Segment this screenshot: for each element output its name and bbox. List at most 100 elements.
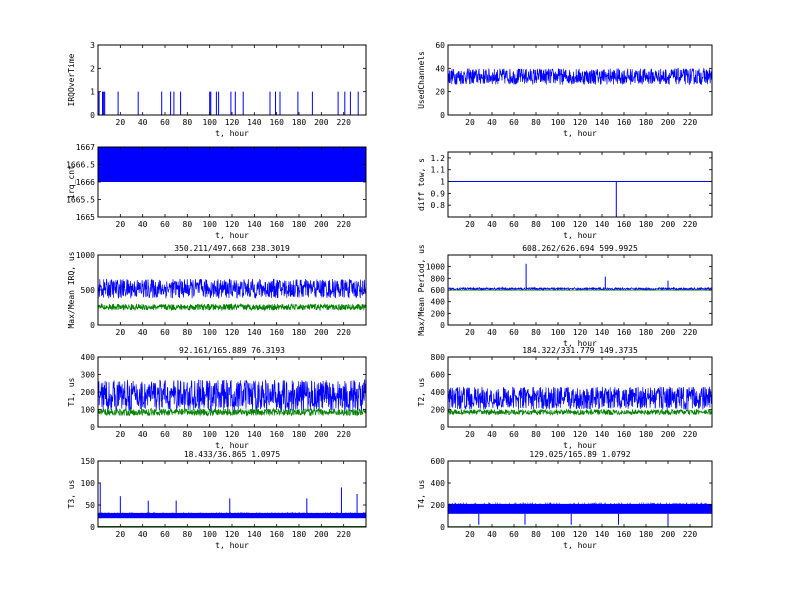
x-tick-label: 180: [292, 118, 307, 127]
y-tick-label: 800: [431, 274, 446, 283]
x-tick-label: 40: [487, 118, 497, 127]
y-axis-label: T3, us: [67, 479, 76, 508]
y-tick-label: 600: [431, 286, 446, 295]
x-tick-label: 80: [531, 220, 541, 229]
x-tick-label: 140: [595, 328, 610, 337]
x-tick-label: 80: [183, 430, 193, 439]
x-tick-label: 220: [336, 118, 351, 127]
x-tick-label: 100: [551, 118, 566, 127]
x-tick-label: 180: [639, 328, 654, 337]
y-tick-label: 50: [85, 501, 95, 510]
x-tick-label: 180: [292, 430, 307, 439]
y-axis-label: IRQOverTime: [67, 53, 76, 106]
x-tick-label: 220: [683, 530, 698, 539]
x-tick-label: 100: [551, 220, 566, 229]
x-tick-label: 180: [639, 430, 654, 439]
x-tick-label: 220: [683, 220, 698, 229]
x-tick-label: 40: [487, 530, 497, 539]
x-tick-label: 200: [661, 118, 676, 127]
x-tick-label: 60: [160, 118, 170, 127]
y-tick-label: 600: [431, 457, 446, 466]
x-tick-label: 200: [314, 328, 329, 337]
band-mark: [98, 147, 366, 182]
x-tick-label: 20: [116, 530, 126, 539]
y-tick-label: 1666: [76, 178, 95, 187]
x-tick-label: 160: [617, 530, 632, 539]
x-tick-label: 200: [661, 220, 676, 229]
band-noise: [449, 502, 707, 504]
y-tick-label: 3: [90, 41, 95, 50]
y-tick-label: 0: [440, 321, 445, 330]
x-tick-label: 100: [551, 430, 566, 439]
y-tick-label: 0: [440, 111, 445, 120]
subplot-7: 20 40 60 80 100 120 140 160 180 200 220 0 100 200 300 4…: [67, 346, 367, 450]
x-tick-label: 120: [573, 328, 588, 337]
series-2: [97, 407, 367, 417]
x-tick-label: 80: [183, 118, 193, 127]
x-tick-label: 160: [269, 328, 284, 337]
y-tick-label: 200: [431, 406, 446, 415]
series-line: [447, 67, 713, 86]
x-tick-label: 80: [531, 530, 541, 539]
x-tick-label: 80: [531, 430, 541, 439]
x-tick-label: 100: [202, 328, 217, 337]
x-tick-label: 140: [595, 530, 610, 539]
x-tick-label: 180: [292, 328, 307, 337]
x-tick-label: 60: [160, 328, 170, 337]
y-tick-label: 100: [81, 406, 96, 415]
x-tick-label: 20: [465, 430, 475, 439]
chart-title: 608.262/626.694 599.9925: [522, 244, 638, 253]
x-tick-label: 160: [269, 118, 284, 127]
x-tick-label: 160: [617, 220, 632, 229]
x-tick-label: 200: [314, 220, 329, 229]
y-axis-label: diff tow, s: [417, 158, 426, 211]
x-tick-label: 40: [138, 530, 148, 539]
x-tick-label: 100: [202, 430, 217, 439]
y-tick-label: 0: [90, 423, 95, 432]
series-1: [98, 147, 366, 182]
subplot-9: 20 40 60 80 100 120 140 160 180 200 220 0 50 100 150 t,…: [67, 450, 367, 550]
x-tick-label: 120: [225, 220, 240, 229]
x-tick-label: 120: [225, 328, 240, 337]
x-axis-label: t, hour: [563, 129, 597, 138]
y-tick-label: 0: [90, 523, 95, 532]
y-tick-label: 0: [90, 321, 95, 330]
x-tick-label: 120: [573, 430, 588, 439]
y-axis-label: Max/Mean IRQ, us: [67, 251, 76, 328]
y-tick-label: 1667: [76, 143, 95, 152]
x-tick-label: 180: [639, 220, 654, 229]
subplot-5: 20 40 60 80 100 120 140 160 180 200 220 0 500 1000Max…: [67, 244, 367, 337]
series-1: [448, 502, 712, 525]
y-tick-label: 300: [81, 371, 96, 380]
x-tick-label: 160: [617, 118, 632, 127]
x-tick-label: 220: [683, 118, 698, 127]
series-line: [448, 181, 712, 217]
x-tick-label: 140: [595, 118, 610, 127]
x-tick-label: 220: [683, 328, 698, 337]
x-tick-label: 40: [138, 430, 148, 439]
y-tick-label: 200: [81, 388, 96, 397]
series-1: [448, 181, 712, 217]
y-tick-label: 0: [440, 423, 445, 432]
y-axis-label: T4, us: [417, 479, 426, 508]
x-tick-label: 200: [314, 430, 329, 439]
x-tick-label: 180: [639, 530, 654, 539]
x-tick-label: 20: [116, 118, 126, 127]
y-tick-label: 0: [90, 111, 95, 120]
x-tick-label: 200: [661, 430, 676, 439]
x-tick-label: 60: [160, 430, 170, 439]
x-tick-label: 20: [465, 220, 475, 229]
x-tick-label: 100: [202, 118, 217, 127]
x-tick-label: 160: [617, 430, 632, 439]
x-tick-label: 120: [573, 118, 588, 127]
y-tick-label: 500: [81, 286, 96, 295]
y-tick-label: 1000: [426, 263, 445, 272]
band-noise: [98, 512, 366, 513]
x-axis-label: t, hour: [563, 339, 597, 348]
x-tick-label: 20: [116, 328, 126, 337]
y-tick-label: 1.1: [431, 166, 446, 175]
x-axis-label: t, hour: [563, 541, 597, 550]
x-tick-label: 120: [225, 530, 240, 539]
subplot-1: 20 40 60 80 100 120 140 160 180 200 220 0 1 2 3 t, hour…: [67, 41, 367, 138]
y-tick-label: 0.8: [431, 201, 446, 210]
